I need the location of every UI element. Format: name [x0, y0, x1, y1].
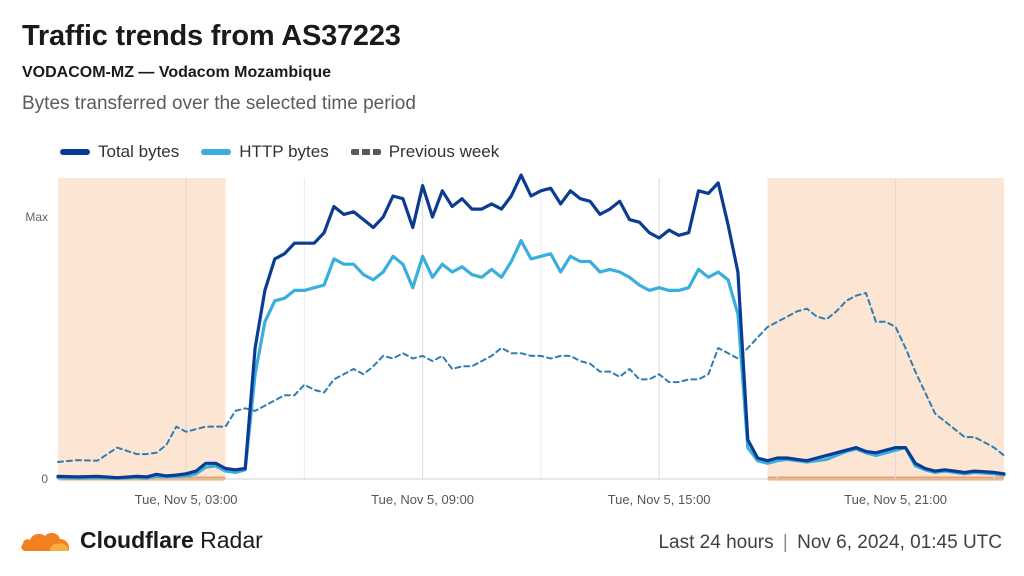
x-tick-label-1: Tue, Nov 5, 09:00 [371, 492, 474, 507]
time-range-info: Last 24 hours | Nov 6, 2024, 01:45 UTC [658, 532, 1002, 554]
legend-swatch-previous-week [350, 149, 381, 155]
brand-name: Cloudflare Radar [80, 527, 263, 554]
legend-item-total-bytes[interactable]: Total bytes [60, 142, 179, 162]
brand-bold: Cloudflare [80, 527, 194, 553]
legend-swatch-total-bytes [60, 149, 90, 155]
page-subtitle: VODACOM-MZ — Vodacom Mozambique [22, 64, 332, 81]
page-title: Traffic trends from AS37223 [22, 20, 401, 52]
timestamp: Nov 6, 2024, 01:45 UTC [797, 532, 1002, 553]
cloudflare-radar-logo[interactable]: Cloudflare Radar [20, 527, 263, 554]
x-tick-label-2: Tue, Nov 5, 15:00 [608, 492, 711, 507]
y-tick-label-0: 0 [41, 472, 48, 486]
series-line-total-bytes [56, 173, 1006, 480]
shaded-range-0 [58, 178, 226, 479]
x-tick-label-3: Tue, Nov 5, 21:00 [844, 492, 947, 507]
cloud-icon [21, 532, 70, 551]
brand-light: Radar [200, 527, 263, 553]
legend-item-previous-week[interactable]: Previous week [350, 142, 500, 162]
legend-label-http-bytes: HTTP bytes [239, 142, 329, 161]
separator: | [782, 532, 788, 553]
shaded-range-1 [767, 178, 1004, 479]
period-label: Last 24 hours [658, 532, 774, 553]
x-tick-label-0: Tue, Nov 5, 03:00 [135, 492, 238, 507]
chart-description: Bytes transferred over the selected time… [22, 93, 416, 114]
legend-item-http-bytes[interactable]: HTTP bytes [201, 142, 329, 162]
legend-label-previous-week: Previous week [388, 142, 500, 161]
legend-label-total-bytes: Total bytes [98, 142, 180, 161]
y-tick-label-1: Max [25, 210, 48, 224]
chart-legend: Total bytes HTTP bytes Previous week [60, 142, 521, 162]
legend-swatch-http-bytes [201, 149, 232, 155]
